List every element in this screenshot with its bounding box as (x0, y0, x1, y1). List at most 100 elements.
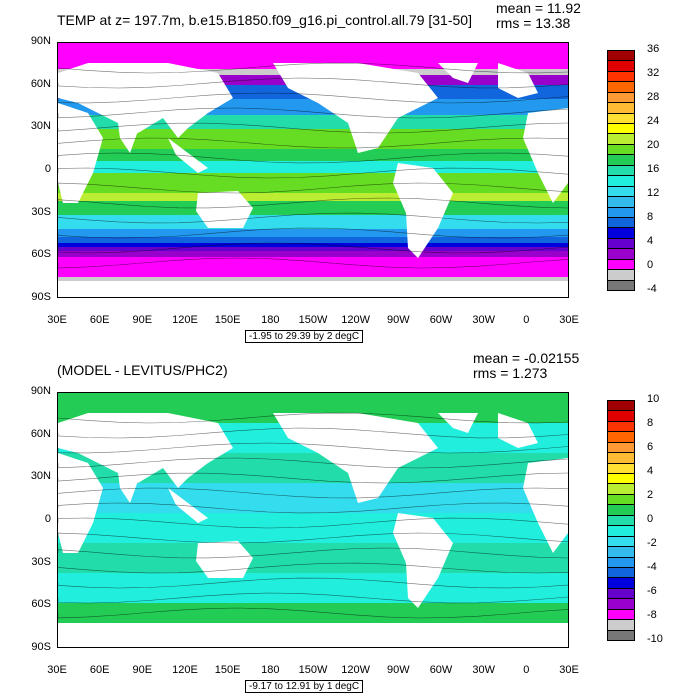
contour-line (58, 547, 568, 559)
contour-line (58, 472, 568, 484)
y-tick-label: 30N (30, 120, 51, 133)
x-tick-label: 120W (341, 664, 371, 676)
y-tick-label: 60N (30, 77, 51, 90)
contour-line (58, 577, 568, 589)
ocean-band (58, 149, 568, 161)
ocean-band (58, 257, 568, 277)
land-mass (196, 191, 253, 228)
panel-title: TEMP at z= 197.7m, b.e15.B1850.f09_g16.p… (57, 12, 472, 28)
ocean-band (58, 237, 568, 243)
x-tick-label: 30W (472, 664, 495, 676)
contour-line (58, 137, 568, 149)
land-mass (393, 163, 453, 258)
x-tick-label: 60W (429, 314, 453, 326)
ocean-band (58, 173, 568, 193)
ocean-band (58, 603, 568, 623)
colorbar-label: 8 (647, 417, 654, 429)
colorbar: 10 8 6 4 2 0 -2 -4 -6 -8 -10 (607, 393, 677, 645)
ocean-band (58, 161, 568, 173)
y-tick-label: 90S (31, 291, 51, 303)
contour-line (58, 62, 568, 74)
colorbar-label: 10 (647, 393, 660, 405)
land-mass (438, 413, 478, 433)
x-tick-label: 150E (214, 664, 241, 676)
range-label: -9.17 to 12.91 by 1 degC (245, 680, 364, 693)
x-tick-label: 30E (47, 664, 67, 676)
range-label: -1.95 to 29.39 by 2 degC (245, 330, 364, 343)
colorbar-label: -2 (647, 537, 657, 549)
land-mass (58, 453, 103, 553)
x-tick-label: 120E (172, 664, 198, 676)
x-tick-label: 60E (89, 314, 110, 326)
land-mass (273, 63, 438, 153)
x-tick-label: 30E (559, 664, 579, 676)
mean-value: mean = -0.02155 (473, 350, 580, 366)
contour-line (58, 77, 568, 89)
colorbar-label: 6 (647, 441, 654, 453)
x-tick-label: 30W (472, 314, 495, 326)
colorbar-label: -4 (647, 561, 657, 573)
colorbar-label: 4 (647, 465, 654, 477)
contour-line (58, 442, 568, 454)
contour-line (58, 607, 568, 619)
contour-line (58, 562, 568, 574)
contour-line (58, 122, 568, 134)
temperature-map (57, 42, 569, 298)
difference-panel: (MODEL - LEVITUS/PHC2) mean = -0.02155 r… (0, 350, 700, 700)
contour-line (58, 152, 568, 164)
ocean-band (58, 229, 568, 237)
x-tick-label: 180 (261, 664, 280, 676)
x-tick-label: 150W (298, 314, 328, 326)
contour-line (58, 167, 568, 179)
y-tick-label: 30S (31, 205, 51, 218)
x-tick-label: 90E (132, 314, 153, 326)
x-tick-label: 0 (523, 664, 530, 676)
x-tick-label: 60E (89, 664, 110, 676)
land-mass (273, 413, 438, 503)
y-tick-label: 30S (31, 555, 51, 568)
colorbar-label: 20 (647, 139, 660, 151)
y-tick-label: 60S (31, 248, 51, 261)
contour-line (58, 212, 568, 224)
colorbar-label: 32 (647, 67, 660, 79)
land-mass (438, 63, 478, 83)
contour-line (58, 107, 568, 119)
colorbar-label: -10 (647, 633, 663, 645)
colorbar-label: 0 (647, 513, 654, 525)
land-mass (58, 631, 568, 647)
ocean-band (58, 215, 568, 229)
colorbar-label: -8 (647, 609, 657, 621)
land-mass (393, 513, 453, 608)
land-mass (58, 103, 103, 203)
x-tick-label: 30E (47, 314, 67, 326)
x-tick-label: 90W (387, 664, 410, 676)
land-mass (58, 413, 233, 488)
colorbar-label: 24 (647, 115, 660, 127)
y-tick-label: 30N (30, 470, 51, 483)
contour-line (58, 457, 568, 469)
colorbar-label: 16 (647, 163, 660, 175)
x-tick-label: 180 (261, 314, 280, 326)
colorbar-label: 28 (647, 91, 660, 103)
land-mass (168, 488, 208, 523)
rms-value: rms = 13.38 (496, 15, 571, 31)
colorbar-label: -6 (647, 585, 657, 597)
x-tick-label: 120W (341, 314, 371, 326)
colorbar-label: -4 (647, 283, 657, 295)
mean-value: mean = 11.92 (496, 0, 581, 16)
y-tick-label: 90S (31, 641, 51, 653)
contour-line (58, 427, 568, 439)
ocean-band (58, 543, 568, 573)
x-tick-label: 60W (429, 664, 453, 676)
ocean-band (58, 243, 568, 247)
contour-line (58, 182, 568, 194)
contour-line (58, 242, 568, 254)
colorbar-label: 2 (647, 489, 654, 501)
contour-line (58, 532, 568, 544)
contour-line (58, 257, 568, 269)
contour-line (58, 517, 568, 529)
colorbar-label: 0 (647, 259, 654, 271)
panel-title: (MODEL - LEVITUS/PHC2) (57, 362, 228, 378)
contour-line (58, 92, 568, 104)
y-tick-label: 60S (31, 598, 51, 611)
